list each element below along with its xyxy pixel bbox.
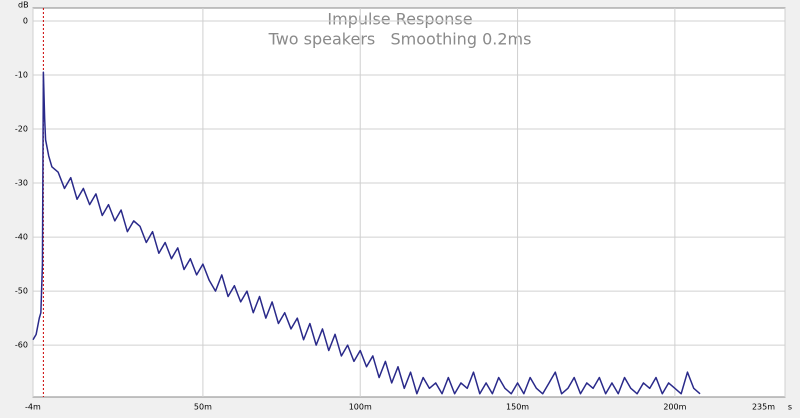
y-tick-label: -30 xyxy=(15,179,28,188)
chart-title: Impulse Response xyxy=(327,10,472,29)
x-tick-label: 235m xyxy=(752,403,775,412)
y-tick-label: -40 xyxy=(15,233,28,242)
y-tick-label: -60 xyxy=(15,341,28,350)
x-unit: s xyxy=(788,403,792,412)
y-tick-label: -50 xyxy=(15,287,28,296)
response-line xyxy=(32,71,701,395)
x-tick-label: 50m xyxy=(194,403,212,412)
x-tick-label: 150m xyxy=(506,403,529,412)
chart-subtitle: Two speakers Smoothing 0.2ms xyxy=(268,30,532,49)
y-tick-label: -10 xyxy=(15,70,28,79)
x-tick-label: 200m xyxy=(663,403,686,412)
x-tick-label: -4m xyxy=(25,403,41,412)
plot-area xyxy=(32,7,786,398)
y-unit: dB xyxy=(18,1,29,10)
y-tick-label: -20 xyxy=(15,125,28,134)
y-tick-label: 0 xyxy=(23,16,28,25)
x-tick-label: 100m xyxy=(349,403,372,412)
